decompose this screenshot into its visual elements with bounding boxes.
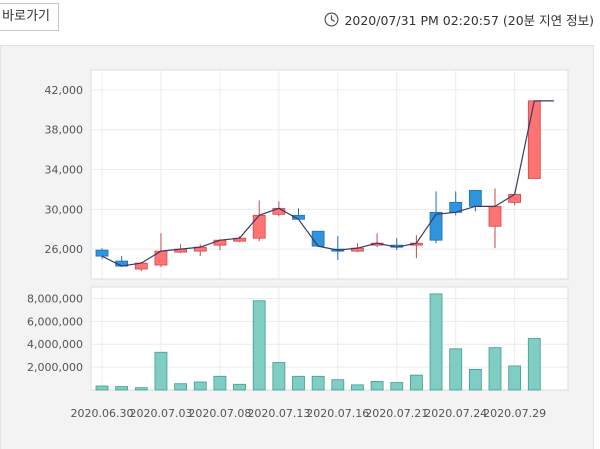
volume-bar <box>370 381 384 391</box>
volume-bar <box>331 379 345 391</box>
price-y-tick-label: 38,000 <box>45 124 84 137</box>
x-tick-label: 2020.06.30 <box>71 407 134 420</box>
volume-bar <box>409 374 423 391</box>
clock-icon <box>324 12 339 26</box>
volume-bar <box>252 300 266 391</box>
volume-bar <box>429 293 443 391</box>
price-y-tick-label: 42,000 <box>45 84 84 97</box>
x-tick-label: 2020.07.08 <box>188 407 251 420</box>
volume-bar <box>292 375 305 391</box>
volume-bar <box>449 348 463 391</box>
volume-bar <box>115 386 129 391</box>
volume-y-tick-label: 6,000,000 <box>27 315 83 328</box>
volume-bar <box>508 365 522 391</box>
volume-bar <box>488 347 502 391</box>
volume-y-tick-label: 4,000,000 <box>27 338 83 351</box>
volume-bar <box>174 383 188 391</box>
volume-plot-area <box>90 286 569 391</box>
volume-chart: 8,000,000 6,000,000 4,000,000 2,000,000 2020… <box>27 286 569 420</box>
volume-bar <box>351 384 364 391</box>
volume-y-tick-label: 8,000,000 <box>27 292 83 305</box>
candle-body <box>311 230 325 247</box>
volume-bar <box>154 351 168 391</box>
volume-bar <box>95 385 109 391</box>
price-y-tick-label: 34,000 <box>45 164 84 177</box>
x-tick-label: 2020.07.16 <box>306 407 369 420</box>
candle-body <box>252 214 266 239</box>
candle-body <box>488 205 502 227</box>
price-plot-area <box>90 69 569 280</box>
candle-body <box>95 249 109 257</box>
timestamp: 2020/07/31 PM 02:20:57 (20분 지연 정보) <box>324 9 594 29</box>
volume-bar <box>213 375 227 391</box>
x-tick-label: 2020.07.24 <box>424 407 487 420</box>
candle-body <box>527 100 541 179</box>
x-tick-label: 2020.07.13 <box>247 407 310 420</box>
volume-bar <box>527 338 541 391</box>
volume-bar <box>272 362 286 391</box>
volume-bar <box>233 383 246 391</box>
volume-bar <box>193 381 207 391</box>
volume-bar <box>134 387 148 391</box>
candle-body <box>508 194 522 203</box>
x-tick-label: 2020.07.03 <box>129 407 192 420</box>
back-button[interactable]: 바로가기 <box>0 3 59 31</box>
volume-bar <box>390 382 404 391</box>
x-tick-label: 2020.07.21 <box>365 407 428 420</box>
price-chart: 42,000 38,000 34,000 30,000 26,000 <box>45 69 569 280</box>
candle-body <box>468 190 482 207</box>
candle-body <box>429 211 443 241</box>
timestamp-text: 2020/07/31 PM 02:20:57 (20분 지연 정보) <box>344 12 594 28</box>
volume-y-tick-label: 2,000,000 <box>27 361 83 374</box>
candle-body <box>213 239 227 246</box>
price-line <box>101 100 554 267</box>
volume-bar <box>311 375 325 391</box>
volume-bar <box>468 368 482 391</box>
x-tick-label: 2020.07.29 <box>483 407 546 420</box>
price-y-tick-label: 26,000 <box>45 243 84 256</box>
price-y-tick-label: 30,000 <box>45 203 84 216</box>
